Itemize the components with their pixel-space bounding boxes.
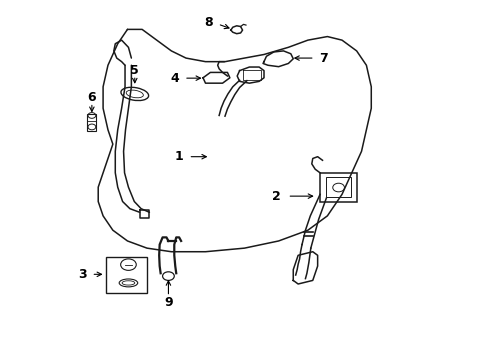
Text: 8: 8 <box>203 16 212 29</box>
Bar <box>326 177 350 197</box>
Text: 2: 2 <box>271 190 280 203</box>
Text: 1: 1 <box>174 150 183 163</box>
Text: 3: 3 <box>78 268 87 281</box>
Text: 6: 6 <box>87 91 96 104</box>
Bar <box>87 114 96 131</box>
Bar <box>105 257 147 293</box>
Text: 4: 4 <box>170 72 179 85</box>
Bar <box>320 173 356 202</box>
Text: 9: 9 <box>164 296 172 309</box>
Text: 5: 5 <box>130 64 139 77</box>
Text: 7: 7 <box>319 51 327 64</box>
